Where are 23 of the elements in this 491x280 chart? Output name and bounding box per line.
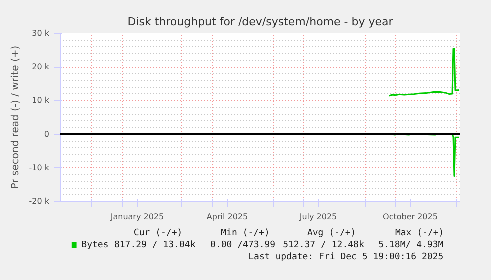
text: Last update: Fri Dec 5 19:00:16 2025 xyxy=(248,252,444,262)
x-tick-label: July 2025 xyxy=(298,212,338,222)
y-tick-label: 10 k xyxy=(32,96,50,106)
text: Avg (-/+) xyxy=(307,228,356,238)
y-tick-label: 0 xyxy=(44,130,50,139)
text: Min (-/+) xyxy=(221,228,270,238)
text: Cur (-/+) xyxy=(134,228,183,238)
y-tick-label: 20 k xyxy=(32,62,50,72)
legend-label: Bytes xyxy=(82,240,109,250)
text: Max (-/+) xyxy=(395,228,444,238)
x-tick-label: April 2025 xyxy=(206,212,248,222)
text: 0.00 /473.99 xyxy=(210,240,276,250)
y-axis-title: Pr second read (-) / write (+) xyxy=(10,46,22,190)
text: 512.37 / 12.48k xyxy=(283,240,365,250)
x-tick-label: October 2025 xyxy=(383,212,438,222)
y-tick-label: -20 k xyxy=(29,197,50,206)
line-series xyxy=(388,48,460,97)
chart-title: Disk throughput for /dev/system/home - by year xyxy=(128,16,394,28)
y-tick-label: -10 k xyxy=(29,163,50,172)
x-tick-label: January 2025 xyxy=(110,212,164,222)
text: 5.18M/ 4.93M xyxy=(378,240,444,250)
y-tick-label: 30 k xyxy=(32,29,50,38)
text: 817.29 / 13.04k xyxy=(114,240,196,250)
